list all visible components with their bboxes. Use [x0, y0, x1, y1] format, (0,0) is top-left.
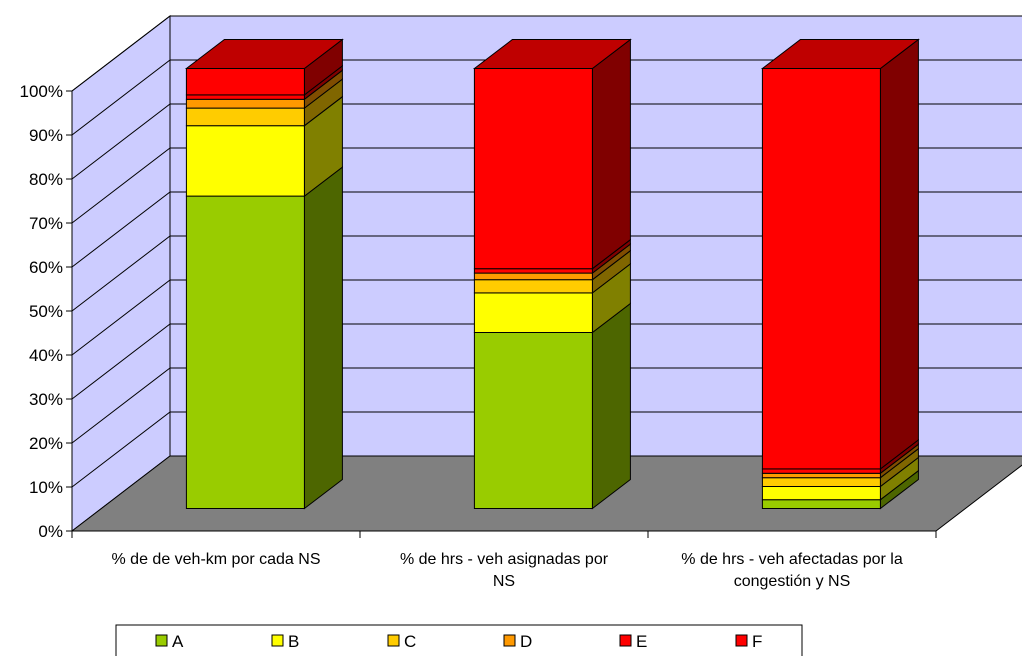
bar-segment-e — [473, 268, 593, 274]
bar-segment-b — [761, 486, 881, 501]
y-tick-label: 80% — [29, 170, 63, 189]
y-tick-label: 70% — [29, 214, 63, 233]
category-label: % de de veh-km por cada NS — [112, 551, 321, 568]
gridline — [71, 103, 1022, 180]
bar-segment-c — [761, 477, 881, 488]
gridline — [71, 147, 1022, 224]
bar-segment-f — [761, 68, 881, 470]
legend-item-f: F — [735, 632, 762, 651]
category-label: NS — [493, 573, 515, 590]
y-tick-label: 60% — [29, 258, 63, 277]
legend-swatch — [503, 634, 516, 647]
legend-label: A — [172, 632, 184, 651]
bar-segment-f-side — [591, 38, 631, 270]
bar-segment-a — [185, 195, 305, 509]
bar-segment-f — [185, 68, 305, 96]
bar-segment-b — [473, 292, 593, 333]
bar-segment-e — [761, 468, 881, 474]
legend: A B C D E F — [115, 624, 803, 656]
bar-segment-f — [473, 68, 593, 270]
legend-label: E — [636, 632, 647, 651]
bar-segment-a-side — [303, 166, 343, 510]
bar-segment-f-side — [879, 38, 919, 470]
gridline — [71, 323, 1022, 400]
legend-label: C — [404, 632, 416, 651]
bar-segment-d — [761, 472, 881, 479]
axes: % de de veh-km por cada NS % de hrs - veh… — [20, 82, 937, 590]
y-tick-label: 50% — [29, 302, 63, 321]
bar-segment-f-top — [472, 39, 632, 69]
bar-segment-d — [185, 98, 305, 109]
legend-swatch — [387, 634, 400, 647]
gridline — [71, 235, 1022, 312]
legend-item-c: C — [387, 632, 416, 651]
legend-swatch — [271, 634, 284, 647]
y-tick-label: 20% — [29, 434, 63, 453]
legend-label: B — [288, 632, 299, 651]
y-tick-label: 10% — [29, 478, 63, 497]
legend-item-b: B — [271, 632, 299, 651]
gridline — [71, 367, 1022, 444]
bars — [184, 38, 920, 510]
y-tick-label: 100% — [20, 82, 63, 101]
legend-swatch — [735, 634, 748, 647]
gridline — [71, 279, 1022, 356]
bar-segment-a — [761, 499, 881, 510]
category-label: % de hrs - veh afectadas por la — [681, 551, 903, 568]
bar-stack — [184, 38, 344, 510]
bar-segment-a — [473, 332, 593, 509]
bar-segment-c — [473, 279, 593, 294]
y-tick-label: 90% — [29, 126, 63, 145]
legend-box — [115, 624, 803, 656]
gridline — [71, 411, 1022, 488]
gridline — [71, 15, 1022, 92]
category-label: % de hrs - veh asignadas por — [400, 551, 609, 568]
bar-segment-b — [185, 125, 305, 197]
bar-stack — [760, 38, 920, 510]
bar-segment-a-side — [591, 302, 631, 510]
bar-segment-d — [473, 272, 593, 281]
y-tick-label: 40% — [29, 346, 63, 365]
bar-segment-f-top — [760, 39, 920, 69]
y-tick-label: 30% — [29, 390, 63, 409]
y-tick-label: 0% — [38, 522, 63, 541]
gridline — [71, 191, 1022, 268]
legend-item-d: D — [503, 632, 532, 651]
bar-segment-f-top — [184, 39, 344, 69]
legend-swatch — [619, 634, 632, 647]
legend-item-a: A — [155, 632, 184, 651]
gridline — [71, 59, 1022, 136]
legend-label: D — [520, 632, 532, 651]
legend-label: F — [752, 632, 762, 651]
gridlines — [71, 15, 1022, 488]
bar-stack — [472, 38, 632, 510]
bar-segment-c — [185, 107, 305, 127]
legend-item-e: E — [619, 632, 647, 651]
legend-swatch — [155, 634, 168, 647]
bar-segment-e — [185, 94, 305, 100]
category-label: congestión y NS — [734, 573, 851, 590]
